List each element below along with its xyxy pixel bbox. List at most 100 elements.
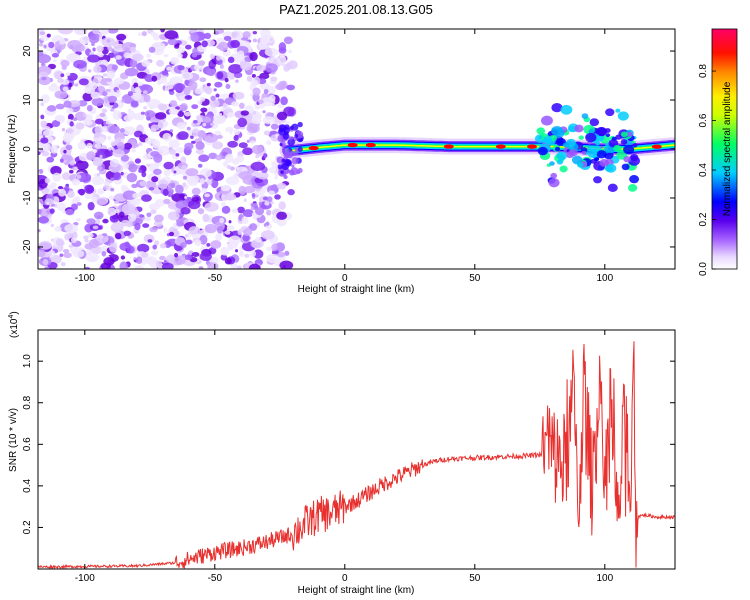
carrier-hotspot — [308, 145, 319, 151]
noise-speckle — [187, 200, 201, 210]
noise-speckle — [48, 84, 60, 92]
noise-speckle — [224, 230, 231, 235]
noise-speckle — [212, 141, 224, 150]
noise-speckle — [72, 249, 85, 258]
edge-blob — [281, 158, 286, 163]
noise-speckle — [193, 64, 204, 71]
noise-speckle — [202, 213, 210, 223]
noise-speckle — [85, 252, 100, 263]
noise-speckle — [224, 257, 232, 265]
noise-speckle — [147, 86, 153, 93]
noise-speckle — [92, 47, 96, 52]
noise-speckle — [107, 135, 112, 141]
noise-speckle — [238, 185, 246, 195]
disturbed-blob — [586, 145, 593, 151]
noise-speckle — [52, 172, 62, 182]
noise-speckle — [93, 65, 102, 74]
noise-speckle — [276, 55, 287, 65]
noise-speckle — [238, 251, 245, 257]
noise-speckle — [170, 182, 176, 188]
noise-speckle — [105, 120, 111, 125]
edge-blob — [284, 124, 290, 130]
noise-speckle — [137, 32, 142, 37]
noise-speckle — [208, 152, 218, 160]
noise-speckle — [60, 73, 65, 78]
noise-speckle — [148, 187, 155, 191]
noise-speckle — [153, 168, 162, 175]
noise-speckle — [262, 116, 275, 125]
noise-speckle — [280, 96, 288, 106]
noise-speckle — [178, 95, 187, 101]
noise-speckle — [54, 225, 62, 232]
noise-speckle — [44, 266, 50, 269]
noise-speckle — [127, 91, 134, 97]
noise-speckle — [129, 46, 137, 53]
noise-speckle — [168, 148, 176, 155]
disturbed-blob — [587, 149, 599, 159]
noise-speckle — [57, 78, 65, 84]
noise-speckle — [194, 88, 205, 95]
noise-speckle — [115, 55, 122, 60]
snr-x-tick-label: -50 — [208, 573, 223, 584]
noise-speckle — [68, 82, 73, 87]
disturbed-blob — [568, 149, 578, 157]
edge-blob — [279, 128, 283, 132]
disturbed-blob — [562, 142, 570, 148]
disturbed-blob — [556, 159, 564, 165]
snr-x-tick-label: -100 — [75, 573, 95, 584]
disturbed-blob — [589, 118, 600, 127]
noise-speckle — [38, 208, 42, 215]
noise-speckle — [74, 111, 87, 122]
noise-speckle — [224, 153, 234, 163]
noise-speckle — [224, 193, 237, 201]
noise-speckle — [127, 110, 136, 120]
noise-speckle — [175, 153, 180, 157]
noise-speckle — [224, 77, 229, 83]
carrier-hotspot — [443, 144, 454, 149]
noise-speckle — [140, 111, 146, 115]
noise-speckle — [140, 166, 146, 171]
edge-blob — [285, 153, 290, 158]
edge-blob — [293, 151, 299, 156]
noise-speckle — [44, 177, 51, 184]
noise-speckle — [199, 168, 212, 178]
noise-speckle — [206, 243, 211, 247]
noise-speckle — [108, 147, 112, 151]
noise-speckle — [74, 166, 78, 171]
noise-speckle — [44, 198, 54, 206]
noise-speckle — [166, 66, 172, 71]
noise-speckle — [67, 113, 74, 121]
noise-speckle — [143, 216, 152, 222]
disturbed-blob — [548, 178, 560, 188]
noise-speckle — [180, 242, 187, 248]
edge-blob — [288, 136, 293, 141]
noise-speckle — [73, 59, 87, 69]
noise-speckle — [274, 175, 278, 180]
noise-speckle — [99, 154, 103, 159]
noise-speckle — [191, 53, 198, 58]
noise-speckle — [75, 160, 89, 171]
noise-speckle — [206, 178, 213, 185]
noise-speckle — [279, 260, 294, 269]
noise-speckle — [243, 198, 247, 203]
noise-speckle — [119, 261, 128, 269]
noise-speckle — [179, 103, 188, 112]
noise-speckle — [252, 87, 261, 96]
noise-speckle — [238, 142, 248, 149]
noise-speckle — [260, 34, 268, 45]
noise-speckle — [133, 112, 145, 121]
noise-speckle — [84, 266, 91, 269]
noise-speckle — [83, 235, 89, 240]
noise-speckle — [149, 226, 158, 233]
edge-blob — [280, 170, 284, 174]
noise-speckle — [215, 233, 223, 242]
noise-speckle — [87, 54, 100, 63]
colorbar-gradient — [711, 28, 738, 270]
noise-speckle — [108, 195, 115, 200]
noise-speckle — [169, 129, 174, 133]
noise-speckle — [204, 86, 213, 95]
noise-speckle — [259, 72, 270, 80]
noise-speckle — [138, 142, 143, 146]
noise-speckle — [142, 153, 152, 160]
snr-y-tick-label: 0.4 — [22, 478, 33, 492]
